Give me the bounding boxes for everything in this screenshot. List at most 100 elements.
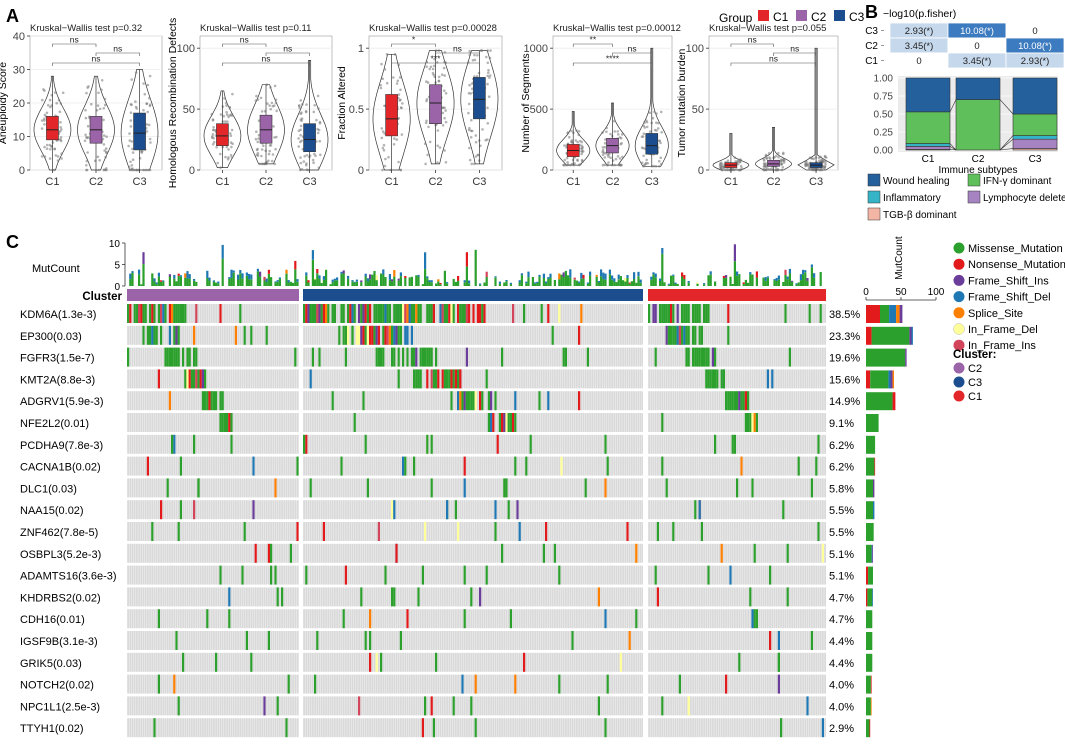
mutation-cell	[327, 304, 330, 323]
mutation-cell	[386, 325, 389, 345]
jitter-point	[429, 65, 433, 69]
jitter-point	[273, 162, 277, 166]
mutcount-bar	[545, 283, 548, 286]
mutation-legend-dot	[953, 274, 965, 286]
mutcount-bar	[736, 275, 739, 286]
mutcount-bar	[263, 276, 266, 281]
jitter-point	[225, 145, 229, 149]
jitter-point	[147, 96, 151, 100]
mutation-cell	[808, 304, 811, 323]
y-axis-label: Aneuploidy Score	[0, 62, 9, 144]
mutation-cell	[529, 434, 532, 454]
legend-swatch	[967, 173, 981, 187]
jitter-point	[103, 168, 106, 171]
jitter-point	[211, 118, 215, 121]
mutation-cell	[558, 565, 561, 585]
mutation-cell	[417, 304, 420, 323]
mutation-cell	[129, 304, 132, 323]
mutcount-bar	[813, 277, 816, 286]
mutcount-bar	[534, 283, 537, 286]
jitter-point	[231, 92, 234, 96]
jitter-point	[652, 164, 656, 168]
jitter-point	[98, 107, 102, 111]
mutcount-bar	[263, 280, 266, 286]
mutcount-bar	[468, 280, 471, 284]
legend-label: TGB-β dominant	[883, 210, 957, 221]
mutation-cell	[362, 304, 365, 323]
box-c2	[429, 84, 442, 125]
mutation-cell	[358, 325, 361, 345]
mutcount-bar	[366, 281, 369, 286]
jitter-point	[313, 152, 316, 156]
mutation-cell	[716, 369, 719, 389]
column-separators	[126, 304, 825, 740]
mutation-cell	[725, 391, 728, 411]
mutcount-bar	[426, 276, 429, 279]
mutation-cell	[135, 304, 138, 323]
jitter-point	[228, 106, 232, 109]
mutation-cell	[375, 325, 378, 345]
mutation-cell	[166, 478, 169, 498]
plot-title: Kruskal−Wallis test p=0.055	[709, 23, 826, 34]
mutcount-bar	[569, 269, 572, 278]
mutcount-bar	[729, 276, 732, 286]
jitter-point	[255, 148, 259, 152]
mutation-cell	[270, 565, 273, 585]
mutcount-bar	[709, 274, 712, 286]
mutcount-bar	[259, 271, 262, 277]
mutation-cell	[782, 500, 785, 520]
jitter-point	[774, 168, 778, 172]
jitter-point	[274, 101, 278, 105]
mutcount-bar	[595, 276, 598, 286]
jitter-point	[271, 104, 275, 108]
mutcount-bar	[285, 269, 288, 274]
mutcount-bar	[503, 282, 506, 286]
x-tick-label: C1	[566, 176, 580, 188]
mutcount-bar	[206, 278, 209, 286]
mutation-cell	[505, 413, 508, 432]
gene-label: TTYH1(0.02)	[20, 723, 84, 735]
mutcount-bar	[208, 277, 211, 281]
mutation-cell	[496, 434, 499, 454]
mutation-cell	[219, 304, 222, 323]
mutation-cell	[230, 413, 233, 432]
mutation-cell	[373, 325, 376, 345]
jitter-point	[580, 147, 583, 150]
box-c3	[303, 123, 316, 153]
mutcount-bar	[232, 270, 235, 273]
jitter-point	[764, 154, 768, 158]
jitter-point	[142, 168, 145, 172]
x-tick-label: C3	[472, 176, 486, 188]
jitter-point	[299, 112, 303, 116]
jitter-point	[659, 156, 662, 160]
jitter-point	[56, 155, 60, 158]
mutation-cell	[369, 304, 372, 323]
mutcount-bar	[663, 282, 666, 286]
mutcount-bar	[347, 278, 350, 286]
mutation-cell	[351, 325, 354, 345]
jitter-point	[300, 117, 304, 120]
mutation-cell	[342, 609, 345, 629]
mutcount-bar	[611, 275, 614, 280]
cluster-bar-c3	[303, 289, 643, 301]
mutcount-bar	[681, 276, 684, 286]
jitter-point	[128, 168, 132, 172]
jitter-point	[396, 79, 400, 83]
mutcount-bar	[485, 271, 488, 278]
mutation-cell	[309, 304, 312, 323]
onco-row-background	[303, 718, 643, 738]
mutation-cell	[413, 347, 416, 367]
mutation-cell	[149, 304, 152, 323]
mutation-cell	[413, 369, 416, 389]
mutation-cell	[175, 325, 178, 345]
heatmap-cell-text: 3.45(*)	[905, 41, 934, 52]
legend-label: IFN-γ dominant	[983, 176, 1052, 187]
mutation-cell	[578, 391, 581, 411]
mutcount-bar	[446, 283, 449, 286]
connector-line	[949, 146, 957, 151]
jitter-point	[85, 159, 89, 163]
mutcount-bar	[217, 283, 220, 286]
mutation-cell	[586, 347, 589, 367]
onco-row-background	[648, 718, 826, 738]
jitter-point	[607, 161, 610, 164]
